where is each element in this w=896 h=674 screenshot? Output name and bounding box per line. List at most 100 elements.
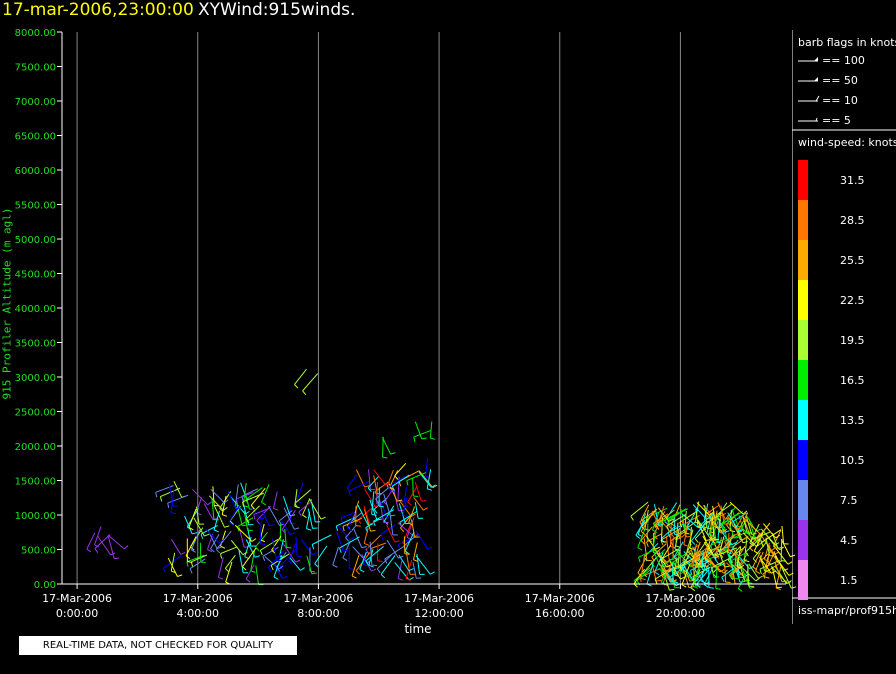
wind-barb (238, 550, 249, 574)
wind-barb (107, 534, 129, 550)
barb-flag (368, 523, 374, 527)
barb-staff (392, 474, 410, 487)
barb-staff (210, 534, 220, 550)
speed-legend-title: wind-speed: knots (798, 136, 896, 149)
barb-staff (203, 503, 214, 520)
barb-flag (378, 505, 384, 508)
barb-staff (363, 527, 369, 544)
barb-flag (186, 561, 189, 567)
barb-flag (404, 550, 410, 555)
barb-staff (347, 512, 356, 529)
barb-flag (760, 542, 764, 548)
barb-staff (167, 494, 189, 504)
wind-barb (338, 536, 360, 553)
barb-flag (335, 525, 339, 531)
wind-barb (666, 514, 686, 531)
barb-staff (193, 517, 205, 537)
wind-barb (370, 542, 387, 554)
barb-staff (660, 544, 672, 561)
wind-barb (224, 554, 236, 573)
wind-barb (247, 527, 256, 547)
wind-barb (727, 512, 744, 532)
wind-barb (359, 551, 367, 573)
barb-staff (404, 531, 415, 552)
wind-barb (282, 496, 296, 517)
barb-staff (245, 493, 250, 510)
barb-flag (289, 532, 295, 536)
wind-barb (259, 538, 279, 556)
barb-flag (752, 558, 757, 563)
barb-staff (711, 516, 715, 540)
speed-scale-swatch (798, 200, 808, 240)
y-tick-label: 2500.00 (15, 408, 56, 419)
barb-staff (398, 499, 412, 517)
wind-barb (347, 512, 356, 532)
barb-flag (338, 547, 342, 553)
wind-barb (342, 540, 351, 561)
wind-barb (763, 523, 781, 539)
wind-barb (241, 488, 259, 502)
barb-staff (213, 505, 225, 528)
barb-staff (691, 548, 711, 562)
speed-scale-swatch (798, 160, 808, 200)
barb-flag (654, 525, 660, 530)
barb-flag (400, 527, 405, 532)
barb-flag (349, 568, 355, 570)
barb-flag (342, 526, 345, 532)
barb-staff (694, 525, 708, 540)
wind-barb (415, 555, 435, 575)
barb-staff (737, 512, 749, 533)
barb-staff (686, 529, 694, 552)
barb-legend-5: == 5 (822, 114, 851, 127)
barb-flag (673, 556, 679, 561)
x-tick-date-label: 17-Mar-2006 (645, 592, 715, 605)
barb-flag (686, 526, 692, 531)
barb-flag (365, 560, 369, 566)
barb-flag (640, 531, 646, 536)
wind-barb (398, 555, 414, 572)
wind-barb (236, 502, 248, 527)
wind-barb (369, 541, 377, 567)
speed-scale-swatch (798, 400, 808, 440)
barb-flag (390, 452, 396, 455)
barb-flag (683, 558, 689, 563)
wind-barb (342, 517, 363, 532)
wind-barb (193, 517, 210, 537)
barb-flag (355, 570, 361, 575)
barb-staff (217, 557, 224, 578)
wind-barb (737, 569, 749, 592)
wind-barb (630, 501, 649, 521)
barb-flag (661, 540, 667, 543)
barb-staff (107, 536, 115, 559)
barb-flag (735, 527, 741, 530)
barb-staff (634, 567, 651, 581)
barb-staff (383, 505, 395, 522)
barb-flag (220, 545, 226, 549)
barb-staff (685, 543, 701, 554)
barb-staff (680, 508, 686, 530)
barb-staff (373, 469, 387, 486)
wind-barb (734, 566, 746, 583)
x-tick-time-label: 12:00:00 (414, 607, 463, 620)
barb-flag (370, 530, 376, 532)
barb-flag (781, 580, 788, 583)
barb-flag (654, 571, 660, 576)
barb-staff (224, 554, 236, 569)
barb-staff (662, 564, 670, 580)
barb-flag (348, 490, 351, 496)
wind-barb (710, 537, 727, 551)
barb-flag (242, 501, 245, 507)
wind-barb (211, 499, 219, 521)
wind-barb (242, 547, 257, 571)
barb-flag (731, 542, 737, 546)
barb-staff (780, 566, 792, 589)
barb-staff (415, 555, 431, 575)
barb-staff (657, 507, 670, 522)
wind-barb (379, 500, 389, 524)
wind-barb (667, 566, 685, 583)
wind-barb (367, 475, 380, 492)
wind-barb (351, 554, 360, 579)
barb-staff (170, 538, 182, 555)
barb-flag (654, 578, 658, 584)
barb-staff (245, 505, 260, 520)
